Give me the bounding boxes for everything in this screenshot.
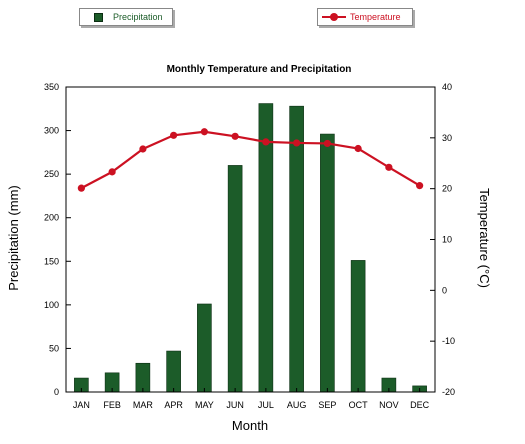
temperature-point-feb bbox=[108, 168, 116, 176]
x-tick-label-mar: MAR bbox=[133, 400, 154, 410]
y-tick-label: 300 bbox=[44, 126, 59, 136]
temperature-point-oct bbox=[354, 144, 362, 153]
y-tick-label: 250 bbox=[44, 169, 59, 179]
x-tick-label-jul: JUL bbox=[258, 400, 274, 410]
y-axis-label: Precipitation (mm) bbox=[6, 185, 21, 290]
temperature-point-aug bbox=[293, 139, 301, 147]
temperature-point-jul bbox=[262, 138, 270, 146]
x-tick-label-dec: DEC bbox=[410, 400, 430, 410]
x-tick-label-jan: JAN bbox=[73, 400, 90, 410]
y2-tick-label: 30 bbox=[442, 133, 452, 143]
temperature-point-nov bbox=[385, 163, 393, 171]
precip-bar-apr bbox=[166, 350, 181, 393]
precip-bar-mar bbox=[135, 362, 151, 393]
x-axis-label: Month bbox=[232, 418, 268, 433]
x-tick-label-sep: SEP bbox=[318, 400, 336, 410]
legend-bar-swatch bbox=[94, 12, 103, 22]
temperature-point-dec bbox=[416, 182, 424, 190]
y2-tick-label: 0 bbox=[442, 285, 447, 295]
y2-tick-label: 20 bbox=[442, 184, 452, 194]
plot-frame bbox=[65, 86, 436, 393]
x-tick-label-apr: APR bbox=[164, 400, 183, 410]
y2-axis-label: Temperature (°C) bbox=[477, 188, 492, 288]
precip-bar-jun bbox=[227, 165, 243, 393]
y2-tick-label: 10 bbox=[442, 235, 452, 245]
x-tick-label-aug: AUG bbox=[287, 400, 307, 410]
y-tick-label: 50 bbox=[49, 343, 59, 353]
legend-precipitation-label: Precipitation bbox=[113, 12, 163, 22]
legend-temperature-label: Temperature bbox=[350, 12, 401, 22]
legend-line-swatch bbox=[322, 12, 346, 22]
temperature-point-mar bbox=[139, 145, 147, 153]
x-tick-label-jun: JUN bbox=[226, 400, 244, 410]
y-tick-label: 100 bbox=[44, 300, 59, 310]
temperature-point-sep bbox=[323, 139, 331, 148]
temperature-point-apr bbox=[170, 131, 178, 139]
temperature-point-may bbox=[200, 128, 208, 136]
x-tick-label-may: MAY bbox=[195, 400, 214, 410]
y2-tick-label: -10 bbox=[442, 336, 455, 346]
chart-title: Monthly Temperature and Precipitation bbox=[167, 64, 352, 75]
precip-bar-may bbox=[197, 303, 212, 393]
y-tick-label: 200 bbox=[44, 213, 59, 223]
y-tick-label: 350 bbox=[44, 82, 59, 92]
x-tick-label-nov: NOV bbox=[379, 400, 399, 410]
y2-tick-label: 40 bbox=[442, 82, 452, 92]
temperature-point-jun bbox=[231, 132, 239, 140]
legend-temperature: Temperature bbox=[317, 8, 413, 26]
precip-bar-oct bbox=[350, 260, 366, 393]
x-tick-label-oct: OCT bbox=[349, 400, 369, 410]
x-tick-label-feb: FEB bbox=[103, 400, 121, 410]
y-tick-label: 150 bbox=[44, 256, 59, 266]
y2-tick-label: -20 bbox=[442, 387, 455, 397]
precip-bar-jul bbox=[258, 103, 274, 393]
temperature-line bbox=[80, 130, 421, 190]
legend-precipitation: Precipitation bbox=[79, 8, 173, 26]
precip-bar-sep bbox=[320, 133, 335, 393]
y-tick-label: 0 bbox=[54, 387, 59, 397]
precip-bar-aug bbox=[289, 105, 304, 393]
temperature-point-jan bbox=[77, 184, 85, 192]
